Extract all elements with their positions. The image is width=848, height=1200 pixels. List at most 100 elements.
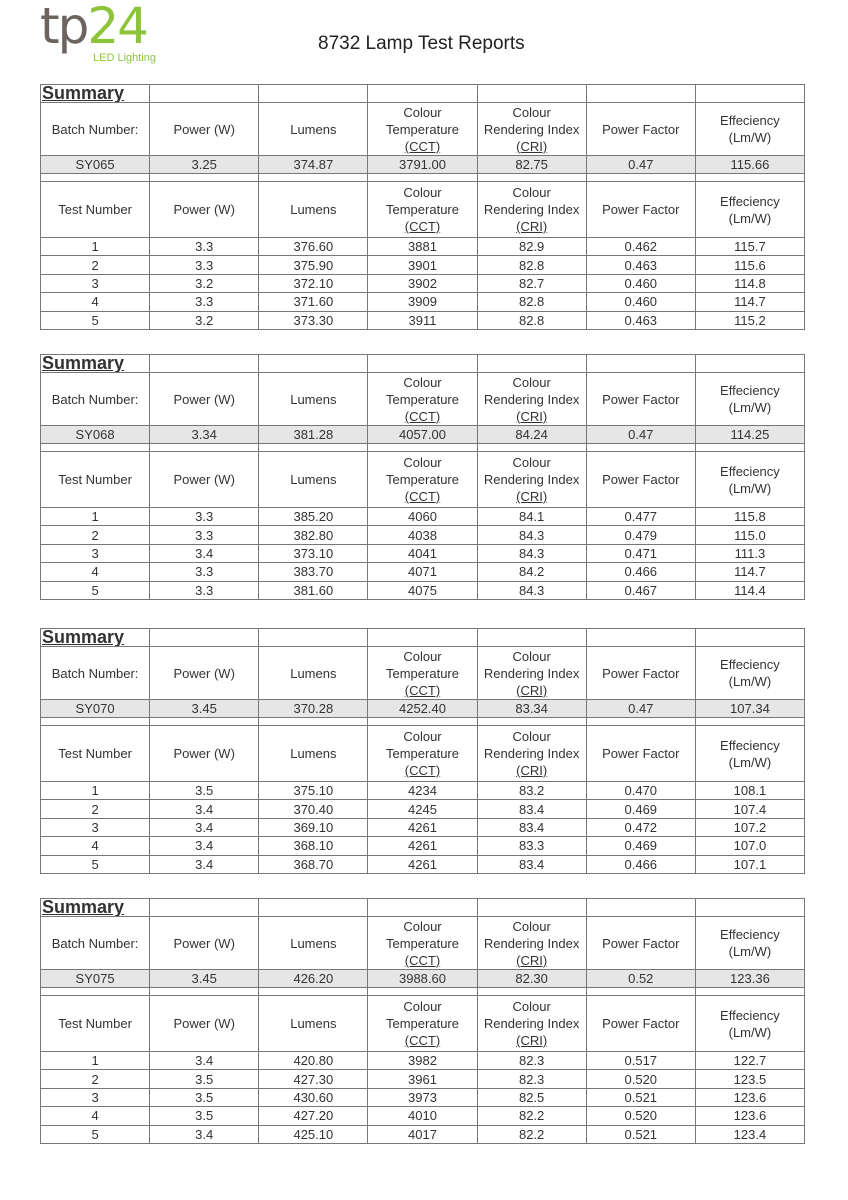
- test-value: 4010: [367, 1106, 478, 1126]
- header-line: (CCT): [404, 489, 441, 504]
- header-line: Effeciency: [720, 463, 780, 479]
- empty-cell: [258, 717, 369, 726]
- header-line: Colour: [403, 455, 442, 470]
- test-row: 3 3.4 373.10 4041 84.3 0.471 111.3: [39, 543, 806, 564]
- test-row: 1 3.3 385.20 4060 84.1 0.477 115.8: [39, 506, 806, 527]
- header-line: Lumens: [290, 121, 337, 137]
- test-value: 368.10: [258, 836, 369, 856]
- header-line: Temperature: [386, 121, 459, 137]
- test-value: 114.4: [694, 580, 806, 600]
- column-header: Colour Rendering Index (CRI): [476, 995, 587, 1052]
- test-value: 3973: [367, 1087, 478, 1108]
- column-header: Power (W): [149, 451, 260, 508]
- column-header: Lumens: [258, 451, 369, 508]
- header-line: Test Number: [58, 202, 132, 217]
- test-number: 4: [39, 836, 151, 856]
- summary-row: Summary: [39, 84, 806, 103]
- test-value: 3982: [367, 1050, 478, 1071]
- column-header: Colour Rendering Index (CRI): [476, 372, 587, 426]
- empty-cell: [367, 628, 478, 647]
- test-value: 3.4: [149, 799, 260, 819]
- test-row: 2 3.4 370.40 4245 83.4 0.469 107.4: [39, 799, 806, 819]
- test-value: 82.5: [476, 1087, 587, 1108]
- header-line: Effeciency: [720, 927, 780, 942]
- empty-cell: [367, 987, 478, 996]
- column-header: Power (W): [149, 372, 260, 426]
- test-value: 115.7: [694, 236, 806, 257]
- test-row: 2 3.3 382.80 4038 84.3 0.479 115.0: [39, 525, 806, 545]
- test-value: 4017: [367, 1124, 478, 1144]
- test-value: 3.3: [149, 506, 260, 527]
- batch-value: 426.20: [258, 969, 369, 988]
- test-row: 3 3.5 430.60 3973 82.5 0.521 123.6: [39, 1087, 806, 1108]
- column-header: Power Factor: [585, 102, 696, 156]
- test-value: 82.3: [476, 1050, 587, 1071]
- empty-cell: [585, 84, 696, 103]
- test-value: 114.7: [694, 562, 806, 582]
- test-value: 3.3: [149, 255, 260, 275]
- header-line: Rendering Index: [483, 202, 580, 217]
- test-value: 82.7: [476, 273, 587, 294]
- test-value: 3911: [367, 310, 478, 330]
- test-row: 4 3.3 371.60 3909 82.8 0.460 114.7: [39, 292, 806, 312]
- empty-cell: [585, 987, 696, 996]
- header-line: (CRI): [516, 489, 548, 504]
- empty-cell: [39, 987, 151, 996]
- test-row: 5 3.4 368.70 4261 83.4 0.466 107.1: [39, 854, 806, 874]
- header-line: Batch Number:: [51, 391, 139, 407]
- column-header: Colour Temperature (CCT): [367, 102, 478, 156]
- header-line: Colour: [403, 918, 442, 934]
- column-header: Power (W): [149, 995, 260, 1052]
- batch-number: SY075: [39, 969, 151, 988]
- column-header: Lumens: [258, 181, 369, 238]
- test-value: 0.470: [585, 780, 696, 801]
- lamp-test-report-table: Summary Batch Number: Power (W) Lumens Colou…: [39, 628, 806, 874]
- header-line: (Lm/W): [728, 944, 772, 959]
- batch-value: 0.47: [585, 155, 696, 174]
- test-value: 0.471: [585, 543, 696, 564]
- test-value: 123.4: [694, 1124, 806, 1144]
- column-header: Power Factor: [585, 372, 696, 426]
- test-value: 0.467: [585, 580, 696, 600]
- column-header: Test Number: [39, 995, 151, 1052]
- empty-cell: [39, 717, 151, 726]
- header-line: (CRI): [516, 1033, 548, 1048]
- batch-value: 3.25: [149, 155, 260, 174]
- header-line: Colour: [403, 729, 442, 744]
- header-line: Rendering Index: [483, 935, 580, 951]
- empty-cell: [585, 354, 696, 373]
- empty-cell: [585, 173, 696, 182]
- test-value: 0.466: [585, 854, 696, 874]
- test-number: 4: [39, 292, 151, 312]
- test-value: 4038: [367, 525, 478, 545]
- test-value: 4234: [367, 780, 478, 801]
- empty-cell: [585, 898, 696, 917]
- test-value: 3.5: [149, 1106, 260, 1126]
- test-number: 3: [39, 273, 151, 294]
- header-line: Test Number: [58, 746, 132, 761]
- test-value: 4261: [367, 854, 478, 874]
- header-line: (Lm/W): [728, 480, 772, 496]
- column-header: Lumens: [258, 916, 369, 970]
- column-header: Colour Temperature (CCT): [367, 916, 478, 970]
- test-value: 3901: [367, 255, 478, 275]
- empty-cell: [39, 173, 151, 182]
- header-line: Effeciency: [720, 1007, 780, 1023]
- lamp-test-report-table: Summary Batch Number: Power (W) Lumens Colou…: [39, 898, 806, 1144]
- column-header: Colour Temperature (CCT): [367, 181, 478, 238]
- column-header: Batch Number:: [39, 646, 151, 700]
- test-value: 115.6: [694, 255, 806, 275]
- column-header: Lumens: [258, 995, 369, 1052]
- batch-number: SY070: [39, 699, 151, 718]
- batch-header-row: Batch Number: Power (W) Lumens Colour Temper…: [39, 102, 806, 156]
- test-value: 4261: [367, 836, 478, 856]
- batch-value: 3791.00: [367, 155, 478, 174]
- column-header: Power (W): [149, 916, 260, 970]
- header-line: Colour: [403, 999, 442, 1014]
- test-value: 0.466: [585, 562, 696, 582]
- column-header: Batch Number:: [39, 102, 151, 156]
- batch-value: 374.87: [258, 155, 369, 174]
- header-line: Power Factor: [602, 391, 680, 407]
- test-value: 84.1: [476, 506, 587, 527]
- column-header: Effeciency (Lm/W): [694, 646, 806, 700]
